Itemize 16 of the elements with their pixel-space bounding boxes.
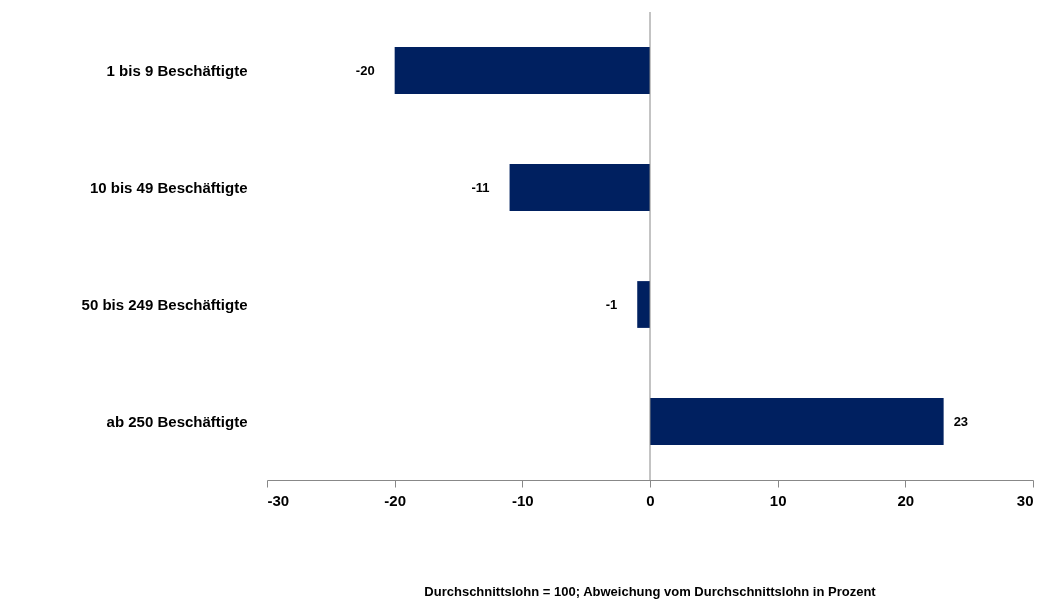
x-tick-label: -10	[511, 491, 534, 509]
x-tick-label: -30	[267, 491, 290, 509]
data-label: 23	[953, 413, 969, 429]
x-tick-label: 30	[1016, 491, 1034, 509]
x-tick-label: 10	[769, 491, 787, 509]
y-tick-label: 1 bis 9 Beschäftigte	[106, 61, 248, 79]
data-label: -1	[605, 296, 618, 312]
x-tick-label: 0	[646, 491, 655, 509]
x-tick-label: -20	[384, 491, 407, 509]
y-tick-label: ab 250 Beschäftigte	[106, 412, 248, 430]
y-tick-label: 10 bis 49 Beschäftigte	[89, 178, 248, 196]
text: Durchschnittslohn = 100; Abweichung vom Durchschnittslohn in Prozent	[424, 584, 877, 599]
data-label: -20	[355, 62, 375, 78]
x-tick-label: 20	[897, 491, 915, 509]
y-tick-label: 50 bis 249 Beschäftigte	[81, 295, 248, 313]
data-label: -11	[471, 179, 490, 195]
